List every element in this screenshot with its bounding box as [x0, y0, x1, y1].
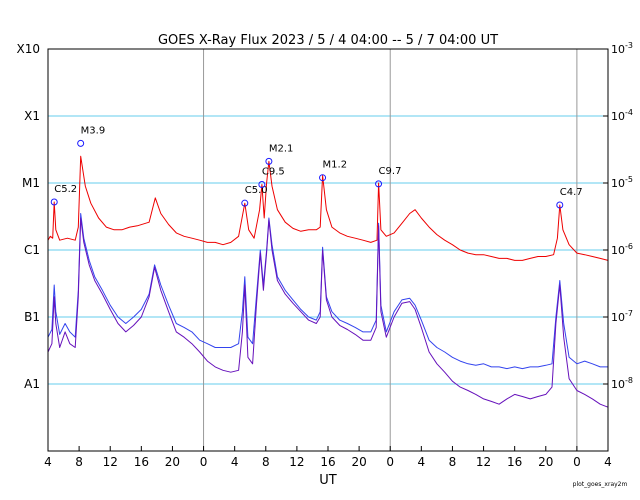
flare-label: M1.2	[323, 160, 348, 171]
y-left-tick-labels: X10 X1 M1 C1 B1 A1	[17, 42, 41, 391]
flare-marker	[241, 199, 249, 207]
y-right-tick-label: 10-5	[611, 175, 633, 190]
x-tick-label: 16	[507, 455, 522, 469]
y-right-tick-label: 10-8	[611, 376, 633, 391]
x-tick-labels: 4 8 12 16 20 0 4 8 12 16 20 0 4 8 12 16 20 0 4	[44, 446, 612, 469]
x-tick-label: 20	[538, 455, 553, 469]
flare-marker	[556, 201, 564, 209]
flux-series-line	[47, 213, 608, 370]
x-tick-label: 8	[449, 455, 457, 469]
x-tick-label: 4	[44, 455, 52, 469]
flux-series-line	[47, 155, 609, 261]
flare-marker	[265, 157, 273, 165]
x-tick-label: 4	[231, 455, 239, 469]
flare-label: M2.1	[269, 143, 294, 154]
y-right-tick-labels: 10-3 10-4 10-5 10-6 10-7 10-8	[603, 41, 633, 391]
x-axis-label: UT	[319, 473, 337, 488]
flare-marker	[77, 139, 85, 147]
flux-series	[47, 155, 609, 408]
x-tick-label: 12	[476, 455, 491, 469]
x-tick-label: 0	[200, 455, 208, 469]
flux-series-line	[47, 217, 609, 408]
flare-marker	[258, 180, 266, 188]
y-left-tick-label: B1	[24, 310, 40, 324]
y-right-tick-label: 10-3	[611, 41, 633, 56]
x-tick-label: 16	[320, 455, 335, 469]
plot-credit: plot_goes_xray2m	[573, 481, 628, 488]
flare-marker	[50, 198, 58, 206]
y-left-tick-label: A1	[24, 377, 40, 391]
y-right-tick-label: 10-4	[611, 108, 633, 123]
flare-label: C9.5	[262, 166, 285, 177]
flare-label: M3.9	[81, 125, 106, 136]
x-tick-label: 20	[351, 455, 366, 469]
flare-marker	[375, 180, 383, 188]
flare-label: C9.7	[379, 166, 402, 177]
flare-annotations: C5.2 M3.9 C5.0 C9.5 M2.1 M1.2 C9.7 C4.7	[50, 125, 583, 209]
x-tick-label: 0	[386, 455, 394, 469]
day-boundary-lines	[203, 49, 578, 451]
y-right-tick-label: 10-6	[611, 242, 633, 257]
y-right-tick-label: 10-7	[611, 309, 633, 324]
y-left-tick-label: X10	[17, 42, 41, 56]
y-left-tick-label: X1	[24, 109, 40, 123]
x-tick-label: 20	[165, 455, 180, 469]
y-left-tick-label: C1	[24, 243, 40, 257]
x-tick-label: 12	[289, 455, 304, 469]
x-tick-label: 4	[604, 455, 612, 469]
flare-label: C5.0	[245, 185, 268, 196]
x-tick-label: 16	[134, 455, 149, 469]
flare-label: C5.2	[54, 184, 77, 195]
flare-label: C4.7	[560, 187, 583, 198]
flare-marker	[319, 174, 327, 182]
x-tick-label: 0	[573, 455, 581, 469]
grid-lines	[48, 115, 608, 385]
x-tick-label: 8	[262, 455, 270, 469]
chart-title: GOES X-Ray Flux 2023 / 5 / 4 04:00 -- 5 …	[158, 33, 498, 48]
x-tick-label: 12	[103, 455, 118, 469]
y-left-tick-label: M1	[22, 176, 40, 190]
x-tick-label: 8	[75, 455, 83, 469]
x-tick-label: 4	[418, 455, 426, 469]
